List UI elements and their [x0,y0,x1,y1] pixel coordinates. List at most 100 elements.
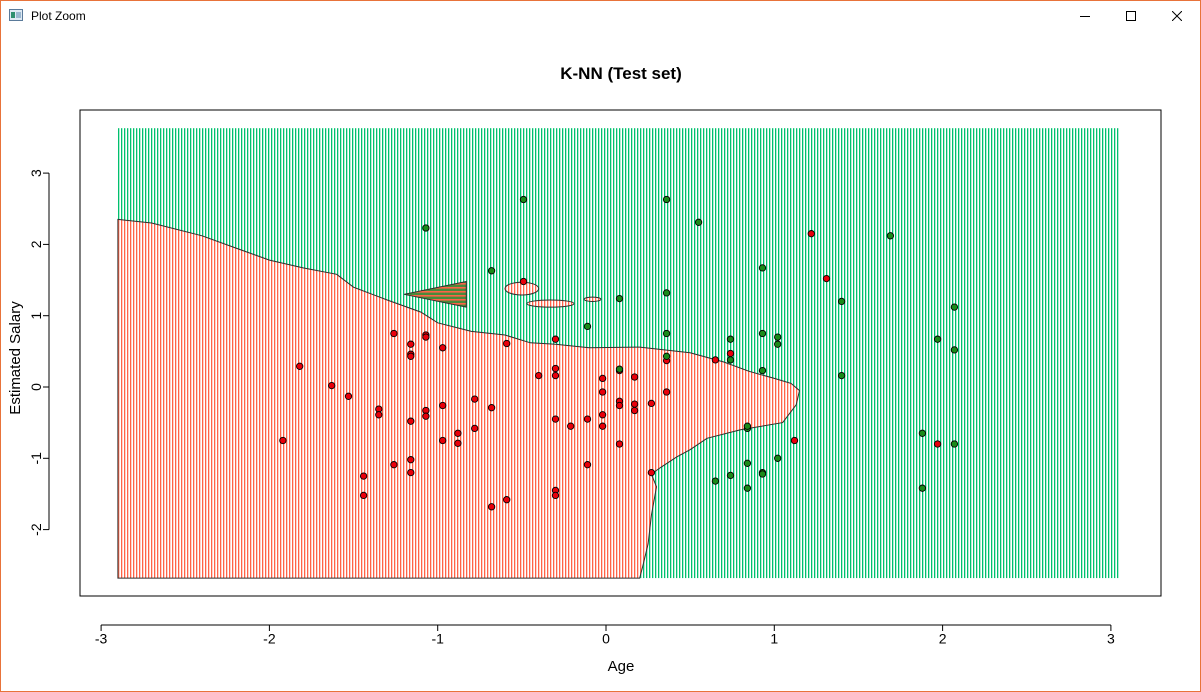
y-tick-label: 2 [28,240,44,248]
data-point [439,344,447,352]
x-tick-label: 1 [770,630,778,646]
data-point [662,289,671,297]
close-icon [1172,11,1182,21]
data-point [296,362,304,370]
data-point [758,470,767,478]
data-point [630,400,639,408]
data-point [487,404,496,412]
data-point [407,417,415,425]
x-tick-label: -1 [431,630,444,646]
title-bar[interactable]: Plot Zoom [1,1,1200,31]
x-tick-label: 3 [1107,630,1115,646]
close-button[interactable] [1154,1,1200,31]
data-point [583,461,592,469]
data-point [535,371,543,380]
y-tick-label: 3 [28,169,44,177]
data-point [503,339,511,348]
data-point [807,230,815,238]
data-point [519,195,528,204]
data-point [551,335,560,343]
data-point [359,491,368,500]
plot-frame [79,109,1162,597]
data-point [422,224,430,232]
data-point [774,340,782,348]
data-point [598,422,607,430]
data-point [774,333,782,341]
data-point [886,232,895,240]
x-axis: -3 -2 -1 0 1 2 3 [95,624,1115,646]
data-point [344,392,353,400]
x-axis-label: Age [608,658,635,675]
data-point [758,329,767,338]
data-point [454,439,462,447]
data-point [407,456,415,464]
data-point [662,329,671,338]
data-point [758,264,767,272]
data-point [647,468,656,477]
data-point [743,422,752,430]
data-point [439,401,447,410]
data-point [390,461,398,469]
minimize-icon [1080,16,1090,17]
data-point [950,440,959,448]
region-island [526,299,575,308]
minimize-button[interactable] [1062,1,1108,31]
data-point [390,329,398,338]
data-point [407,468,415,477]
decision-region [117,128,1120,579]
y-tick-label: -2 [28,523,44,536]
x-tick-label: -3 [95,630,108,646]
x-tick-label: 2 [939,630,947,646]
data-point [630,373,639,381]
maximize-button[interactable] [1108,1,1154,31]
data-point [933,440,942,448]
data-point [598,411,607,419]
data-point [726,349,735,358]
data-point [439,436,447,445]
maximize-icon [1126,11,1136,21]
data-point [279,436,287,445]
data-point [726,335,735,343]
data-point [598,374,607,383]
data-point [583,322,592,331]
x-tick-label: 0 [602,630,610,646]
data-point [422,412,430,420]
data-point [758,366,767,375]
y-axis: -2 -1 0 1 2 3 [28,169,50,536]
region-class-0 [117,218,801,579]
data-point [359,472,368,480]
data-point [647,399,656,408]
y-tick-label: 0 [28,383,44,391]
data-point [407,340,415,348]
data-point [950,303,959,311]
data-point [694,218,703,226]
data-point [662,195,671,204]
data-point [918,429,927,437]
data-point [328,381,336,390]
data-point [726,471,735,480]
data-point [615,401,624,410]
chart-title: K-NN (Test set) [560,64,682,83]
data-point [933,335,942,343]
data-point [551,371,560,380]
data-point [662,352,671,360]
data-point [551,364,560,373]
data-point [726,356,735,364]
data-point [774,454,782,462]
data-point [822,274,831,283]
y-tick-label: -1 [28,452,44,465]
data-point [503,496,511,504]
y-tick-label: 1 [28,312,44,320]
data-point [615,365,624,373]
data-point [471,395,479,403]
data-point [743,459,752,467]
data-point [471,424,479,433]
data-point [615,440,624,448]
data-point [551,415,560,423]
data-point [487,267,496,275]
data-point [487,503,496,511]
data-point [790,436,799,445]
data-point [950,346,959,354]
